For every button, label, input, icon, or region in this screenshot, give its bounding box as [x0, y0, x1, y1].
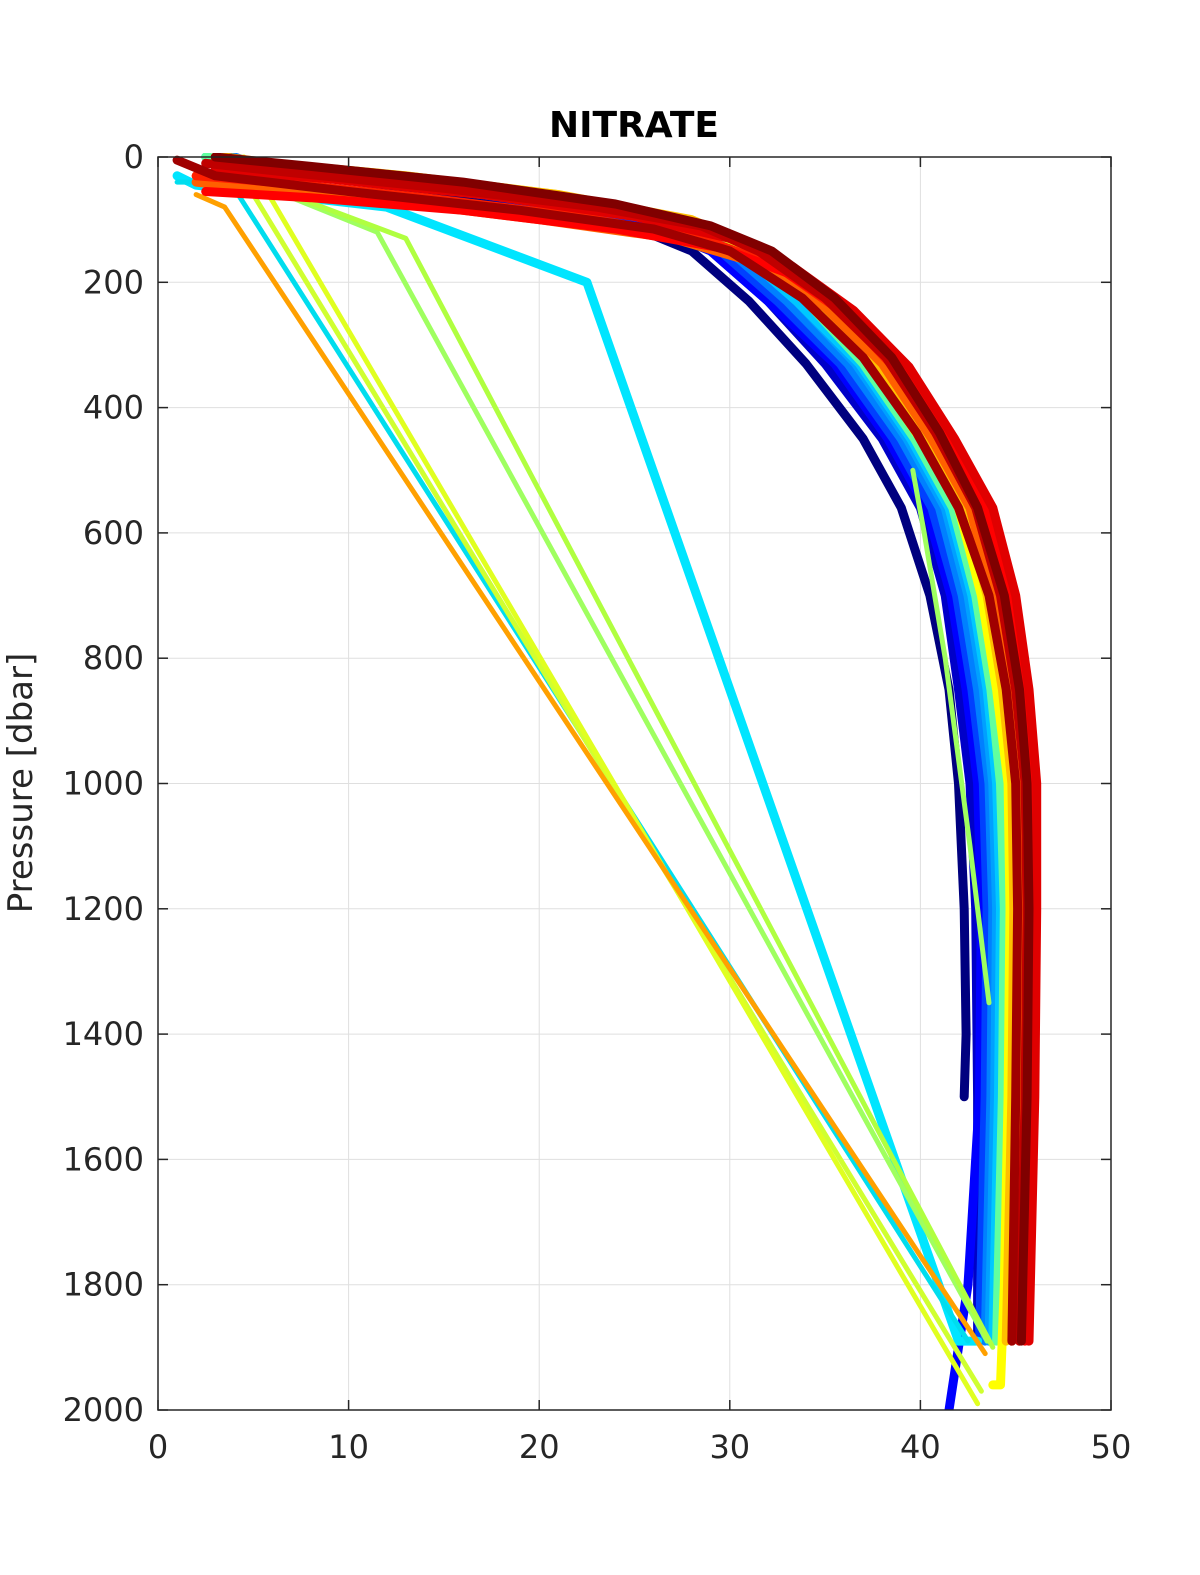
- chart-title: NITRATE: [549, 105, 719, 146]
- y-tick-label: 800: [83, 639, 144, 677]
- series-line: [210, 153, 1034, 1346]
- x-tick-label: 0: [148, 1428, 168, 1466]
- y-tick-label: 0: [124, 138, 144, 176]
- y-axis-label: Pressure [dbar]: [1, 653, 41, 914]
- y-tick-label: 1600: [63, 1140, 144, 1178]
- y-tick-label: 2000: [63, 1391, 144, 1429]
- y-tick-label: 1400: [63, 1015, 144, 1053]
- y-tick-label: 400: [83, 389, 144, 427]
- x-tick-label: 40: [900, 1428, 941, 1466]
- y-tick-label: 1000: [63, 765, 144, 803]
- axis-ticks: 0 10 20 30 40 50 0 200 400 600 800 1000 1200 1400 1600…: [63, 138, 1132, 1466]
- y-tick-label: 200: [83, 263, 144, 301]
- y-tick-label: 1800: [63, 1266, 144, 1304]
- series-line: [193, 192, 988, 1357]
- x-tick-label: 20: [519, 1428, 560, 1466]
- y-tick-label: 600: [83, 514, 144, 552]
- plot-area: [172, 153, 1042, 1410]
- x-tick-label: 10: [328, 1428, 369, 1466]
- y-tick-label: 1200: [63, 890, 144, 928]
- x-tick-label: 50: [1091, 1428, 1132, 1466]
- series-line: [172, 155, 1023, 1346]
- x-tick-label: 30: [709, 1428, 750, 1466]
- series-line: [910, 467, 992, 1006]
